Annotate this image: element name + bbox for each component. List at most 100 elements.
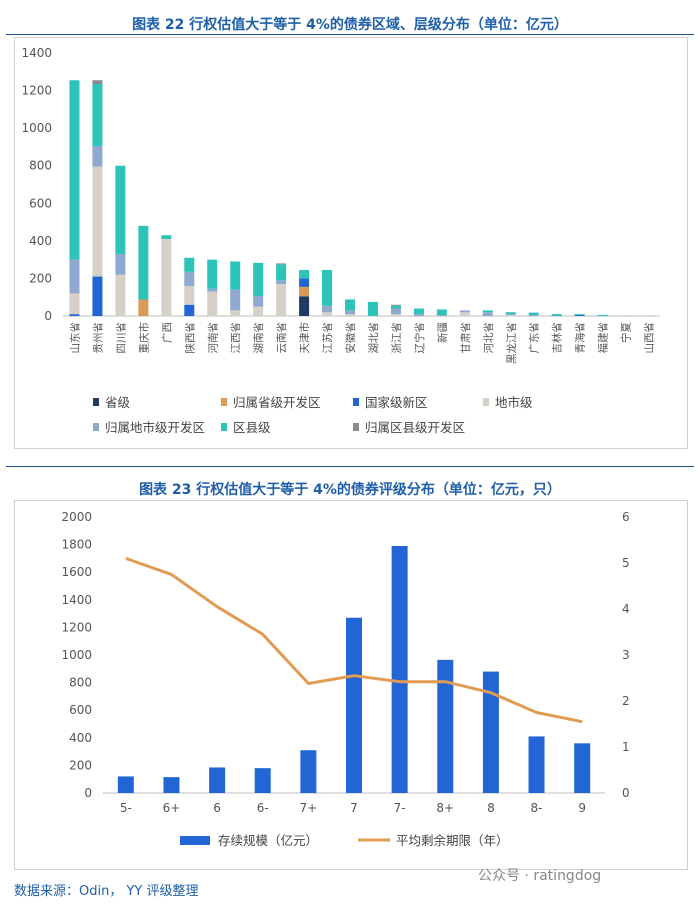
chart1-ytick-label: 200 [29,271,52,285]
chart1-bar-segment [390,308,401,315]
chart1-bar-segment [92,145,103,167]
chart2-bar [117,776,134,793]
chart1-bar-segment [597,314,608,316]
chart1-xtick-label: 江西省 [229,322,242,354]
chart1-xtick-label: 陕西省 [183,322,196,354]
chart2-xtick-label: 6- [257,801,269,815]
chart1-bar-segment [161,235,172,239]
chart2-ytick-right-label: 2 [622,694,630,708]
chart1-bar-segment [207,291,218,316]
chart2-legend-bar-swatch [180,836,210,845]
chart2-ytick-left-label: 400 [69,731,92,745]
chart2-ytick-left-label: 1200 [61,620,92,634]
chart2-bar [437,659,454,793]
chart1-legend-label: 省级 [105,395,131,410]
chart1-bar-segment [184,304,195,316]
chart1-bar-segment [299,278,310,287]
chart2-xtick-label: 7+ [300,801,318,815]
chart1-bar-segment [551,314,562,316]
chart1-legend-swatch [353,398,359,406]
chart2-bar [209,767,226,793]
chart1-xtick-label: 湖南省 [252,322,265,354]
chart1-xtick-label: 新疆 [436,322,449,343]
chart1-legend-label: 归属区县级开发区 [365,420,465,435]
chart2-ytick-right-label: 0 [622,786,630,800]
chart1-bar-segment [367,301,378,316]
chart2-bar [346,617,362,793]
chart1-bar-segment [253,306,264,316]
chart2-bar [482,671,499,793]
chart1-ytick-label: 1200 [21,84,52,98]
chart1-bar-segment [299,296,310,316]
chart1-bar-segment [69,259,80,294]
chart2-ytick-left-label: 1600 [61,565,92,579]
chart1-legend-label: 地市级 [495,395,533,410]
chart1-legend-label: 区县级 [233,420,271,435]
chart1-legend-swatch [353,423,359,431]
chart2-bar [574,743,591,793]
chart1-xtick-label: 辽宁省 [413,322,426,354]
chart2-bar [254,768,271,793]
chart1-bar-segment [413,308,424,315]
chart2-xtick-label: 8- [531,801,543,815]
chart2-xtick-label: 8+ [436,801,454,815]
chart1-bar-segment [322,269,333,306]
chart1-bar-segment [276,264,287,281]
chart1-bar-segment [69,80,80,260]
chart1-bar-segment [92,276,103,316]
chart1-bar-segment [482,310,493,313]
chart1-bar-segment [528,312,539,316]
chart2-xtick-label: 6 [213,801,221,815]
chart1-xtick-label: 山西省 [643,322,656,354]
chart1-bar-segment [138,225,149,300]
chart2-xtick-label: 5- [120,801,132,815]
chart1-xtick-label: 山东省 [68,322,81,354]
chart1-bar-segment [138,299,149,316]
chart1-xtick-label: 黑龙江省 [505,322,518,364]
chart1-bar-segment [230,261,241,290]
chart1-xtick-label: 吉林省 [551,322,564,354]
chart1-xtick-label: 云南省 [275,322,288,354]
chart1-legend-swatch [221,423,227,431]
chart1-bar-segment [482,312,493,316]
chart1-legend-swatch [93,423,99,431]
chart1-xtick-label: 河南省 [206,322,219,354]
chart1-xtick-label: 湖北省 [367,322,380,354]
chart2-bar [300,750,317,793]
chart1-xtick-label: 四川省 [114,322,127,354]
chart1-bar-segment [115,165,126,255]
chart2-xtick-label: 8 [487,801,495,815]
chart1-bar-segment [253,296,264,307]
chart1-bar-segment [574,314,585,316]
chart1-ytick-label: 400 [29,234,52,248]
chart2-ytick-left-label: 2000 [61,510,92,524]
chart1-bar-segment [322,312,333,316]
chart2-frame [14,500,688,870]
chart2-ytick-left-label: 1800 [61,538,92,552]
chart1-frame [14,37,688,449]
chart2-legend-bar-label: 存续规模（亿元） [218,833,318,848]
chart1-ytick-label: 1400 [21,46,52,60]
chart1-bar-segment [184,271,195,286]
chart1-bar-segment [92,83,103,146]
chart1-bar-segment [184,285,195,305]
chart2-ytick-left-label: 1000 [61,648,92,662]
chart1-bar-segment [161,238,172,316]
chart1-bar-segment [345,314,356,316]
chart2-ytick-right-label: 4 [622,602,630,616]
chart1-bar-segment [115,274,126,316]
chart1-xtick-label: 广东省 [528,322,541,354]
chart1-bar-segment [505,315,516,316]
chart1-legend-swatch [221,398,227,406]
chart1-xtick-label: 福建省 [597,322,610,354]
chart2-xtick-label: 6+ [163,801,181,815]
chart1-ytick-label: 600 [29,196,52,210]
chart1-bar-segment [574,315,585,316]
chart1-legend-label: 国家级新区 [365,395,428,410]
chart1-bar-segment [230,289,241,311]
chart2-ytick-left-label: 600 [69,703,92,717]
chart1-bar-segment [69,314,80,316]
chart1-bar-segment [643,315,654,316]
chart1-bar-segment [299,286,310,297]
chart1-xtick-label: 贵州省 [91,322,104,354]
